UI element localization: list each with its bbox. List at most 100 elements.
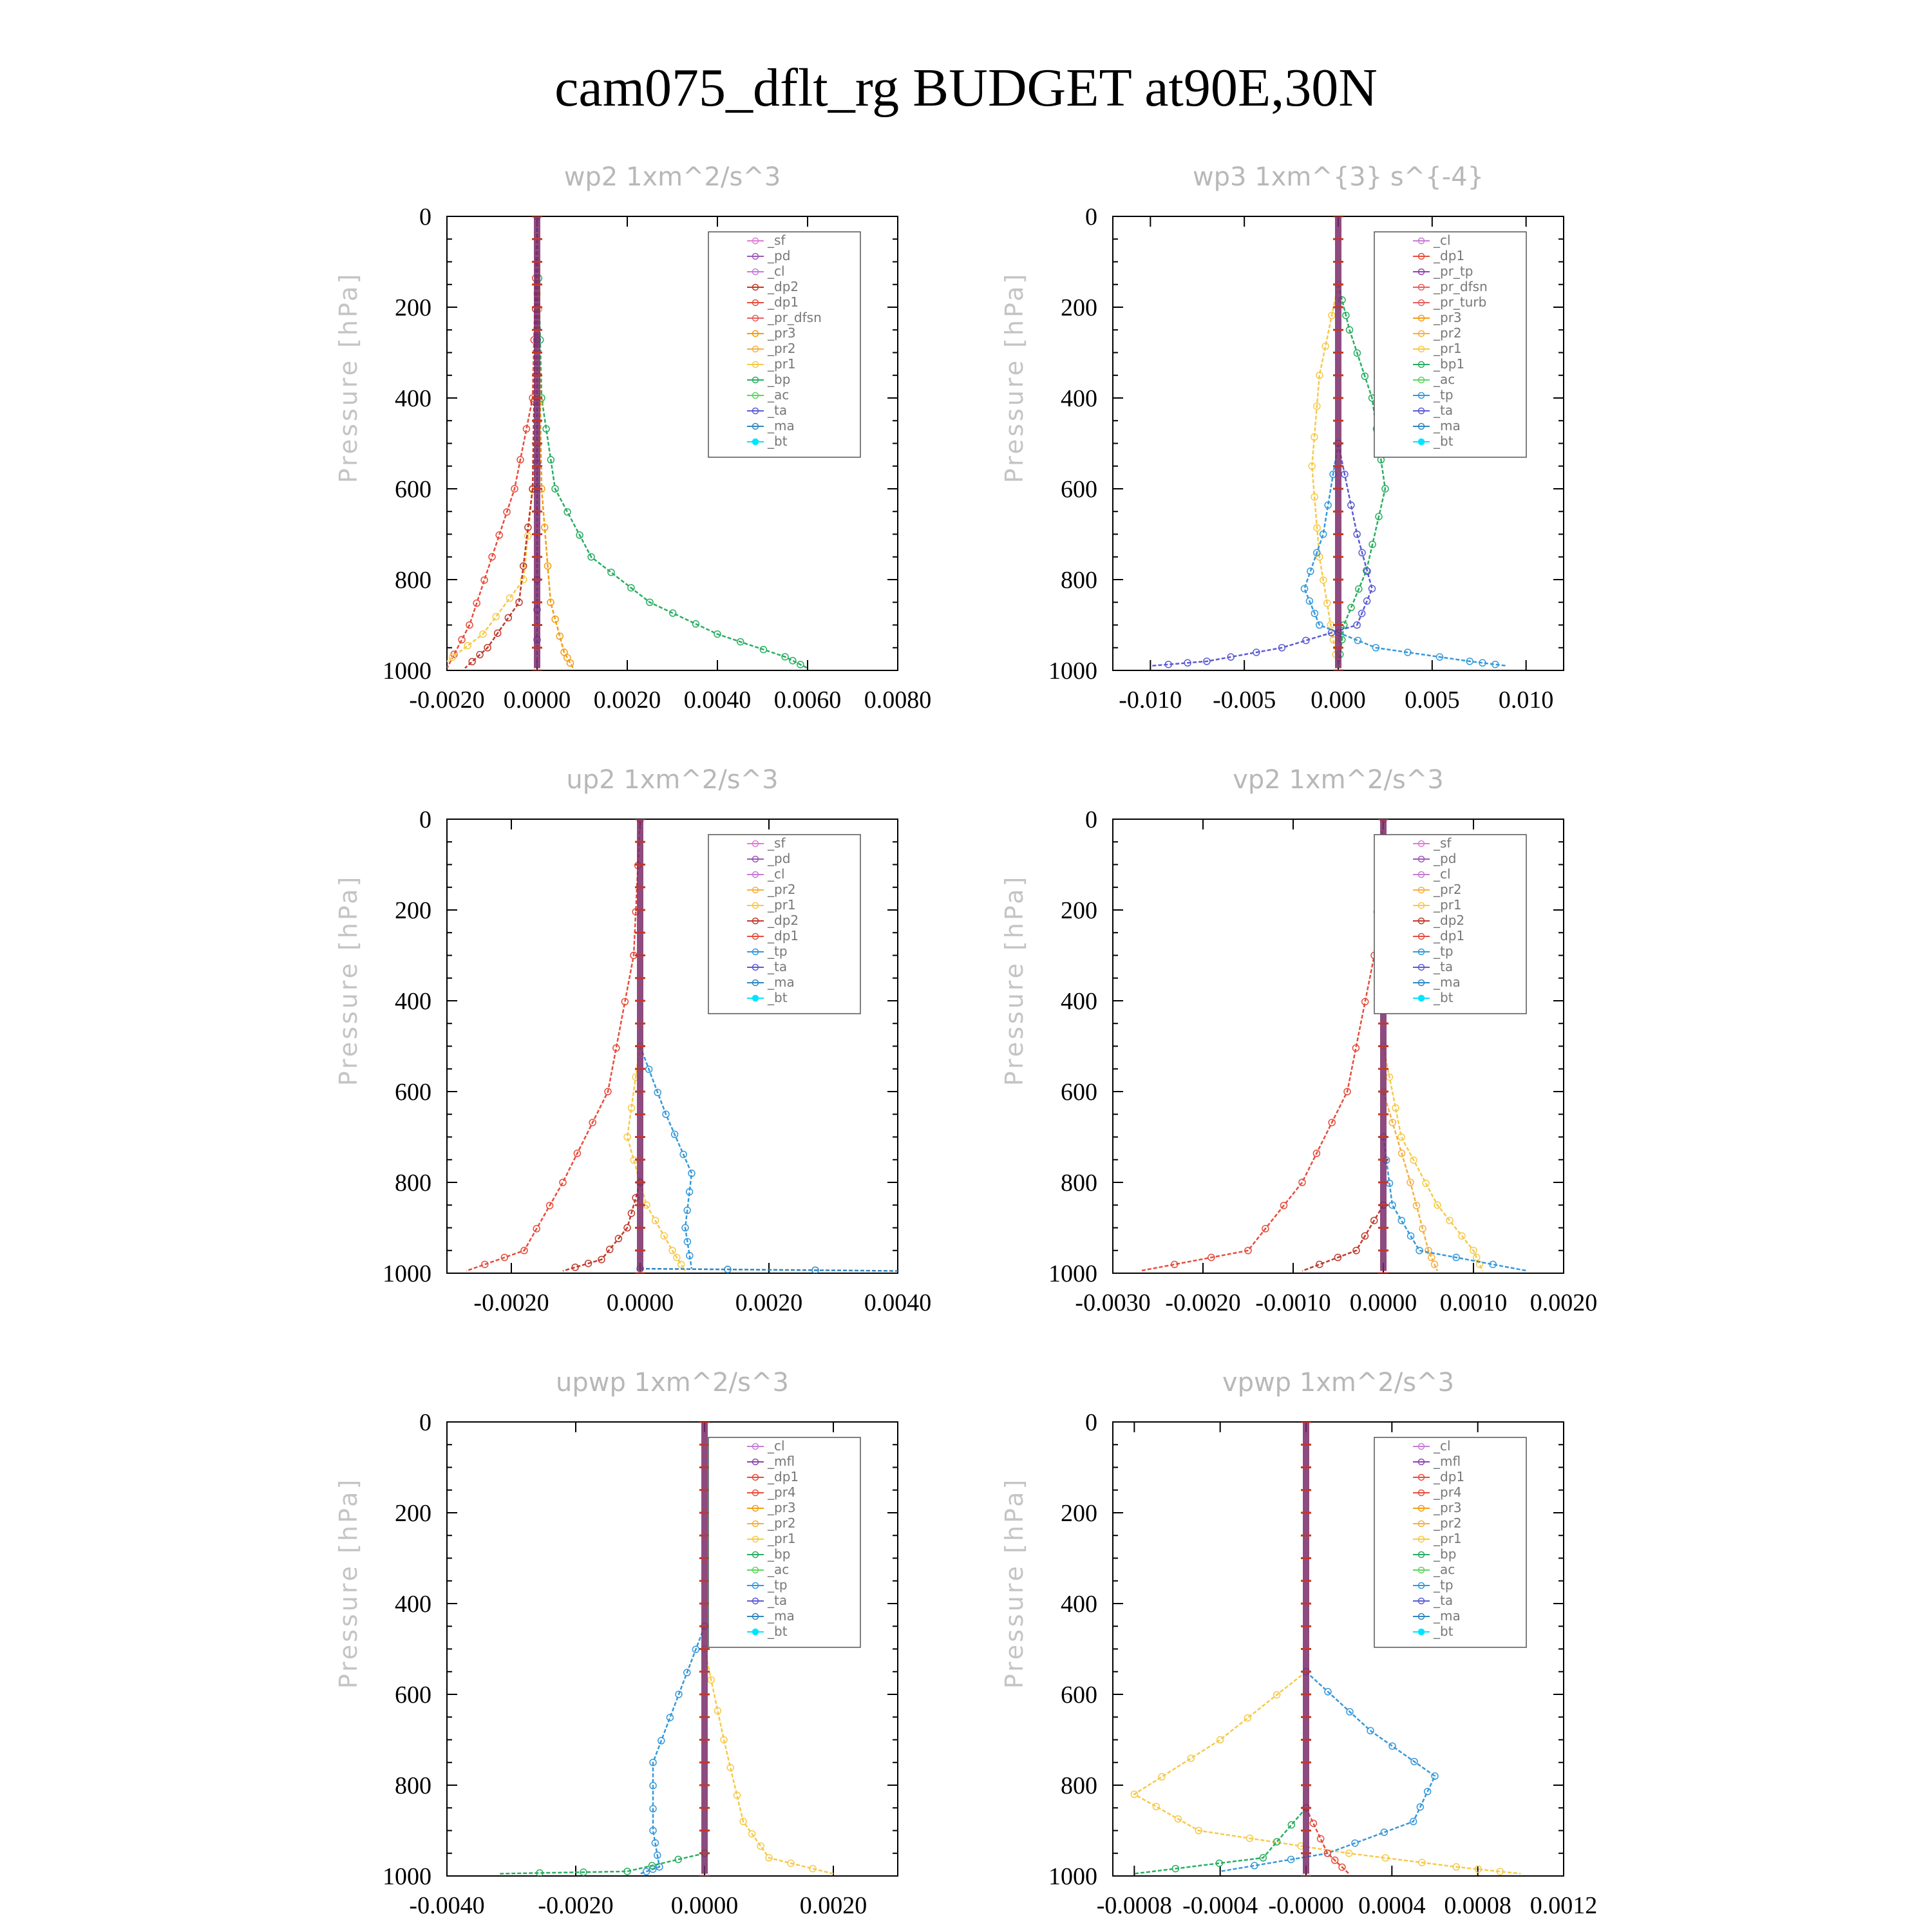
series-marker-bp1 (1361, 372, 1369, 380)
series-marker-dp1 (1352, 1044, 1360, 1052)
legend-marker (1417, 963, 1425, 971)
series-marker-tp (1324, 501, 1332, 509)
series-marker-dp1 (621, 998, 629, 1006)
series-marker-bp1 (1355, 585, 1363, 593)
series-marker-dp1 (1298, 1179, 1306, 1186)
legend-entry: _bt (767, 433, 788, 449)
legend-marker (752, 902, 759, 909)
series-marker-pr1 (1418, 1859, 1426, 1866)
legend-box (708, 1437, 861, 1648)
series-marker-dp1 (480, 576, 488, 584)
legend-entry: _tp (1433, 387, 1454, 402)
series-marker-tp (1313, 549, 1321, 557)
y-tick-label: 800 (1061, 1170, 1097, 1197)
legend-entry: _ta (767, 959, 787, 974)
series-marker-tp (666, 1714, 674, 1721)
legend-entry: _cl (767, 263, 785, 279)
x-tick-label: 0.0040 (684, 687, 752, 714)
legend-marker (1417, 871, 1425, 878)
series-line-pr3 (536, 216, 574, 669)
series-marker-dp1 (589, 1119, 596, 1126)
series-marker-dp2 (1352, 1247, 1360, 1255)
y-tick-label: 600 (1061, 1079, 1097, 1106)
legend-entry: _pr2 (1433, 1515, 1462, 1531)
legend-marker (1417, 1551, 1425, 1558)
x-tick-label: 0.0008 (1444, 1892, 1511, 1919)
series-marker-bp (551, 485, 559, 493)
legend-marker (752, 1489, 759, 1497)
legend-marker (1417, 948, 1425, 956)
series-marker-pr1 (1245, 1834, 1254, 1842)
series-marker-pr1 (1321, 342, 1329, 350)
x-tick-label: 0.0004 (1358, 1892, 1426, 1919)
x-tick-label: -0.0010 (1255, 1289, 1331, 1316)
series-marker-tp (686, 1251, 694, 1260)
series-line-pr1 (703, 1649, 834, 1875)
series-marker-pr1 (720, 1736, 728, 1744)
x-tick-label: 0.0040 (864, 1289, 932, 1316)
y-tick-label: 200 (1061, 897, 1097, 924)
y-tick-label: 1000 (1048, 1863, 1097, 1890)
x-tick-label: 0.0000 (1350, 1289, 1417, 1316)
legend-entry: _pr3 (767, 1500, 796, 1515)
series-marker-bp (781, 653, 789, 661)
series-marker-bp (1273, 1838, 1281, 1846)
y-tick-label: 0 (419, 806, 431, 833)
legend-entry: _ac (767, 1562, 789, 1577)
legend-marker (752, 268, 759, 276)
legend-entry: _mfl (1433, 1454, 1461, 1469)
legend: _sf_pd_cl_pr2_pr1_dp2_dp1_tp_ta_ma_bt (1374, 834, 1527, 1014)
legend-marker (752, 979, 759, 987)
legend-entry: _tp (767, 1577, 788, 1593)
y-tick-label: 600 (395, 1681, 431, 1709)
series-line-bp1 (1337, 284, 1387, 668)
legend: _sf_pd_cl_pr2_pr1_dp2_dp1_tp_ta_ma_bt (708, 834, 861, 1014)
y-axis-label: Pressure [hPa] (1000, 875, 1028, 1086)
series-marker-bp1 (1347, 603, 1355, 612)
series-marker-tp (675, 1690, 683, 1698)
y-tick-label: 200 (395, 294, 431, 321)
series-marker-bp (580, 1868, 587, 1876)
series-marker-tp (1416, 1803, 1425, 1811)
series-marker-dp1 (1343, 1088, 1351, 1095)
series-marker-ta (1353, 530, 1361, 538)
series-marker-pr1 (739, 1817, 747, 1826)
series-marker-bp (623, 1868, 631, 1875)
series-marker-dp1 (488, 553, 496, 561)
series-marker-pr3 (551, 615, 559, 623)
series-marker-pr2 (1412, 1202, 1421, 1209)
legend-marker (752, 314, 759, 322)
series-marker-bp (627, 583, 635, 592)
legend-entry: _dp1 (1433, 1469, 1464, 1484)
legend-entry: _ma (767, 1608, 795, 1624)
series-marker-tp (1351, 1839, 1359, 1847)
legend-marker (1417, 1473, 1425, 1481)
series-marker-pr1 (623, 1133, 631, 1141)
series-marker-tp (688, 1170, 696, 1177)
legend-marker (1417, 902, 1425, 909)
legend-entry: _ma (767, 418, 795, 433)
legend-marker (752, 871, 759, 878)
series-marker-ta (1278, 644, 1286, 652)
x-tick-label: -0.0030 (1075, 1289, 1150, 1316)
legend-marker (752, 392, 759, 399)
series-marker-tp (1435, 653, 1444, 661)
y-tick-label: 0 (419, 204, 431, 231)
series-marker-bp (736, 638, 744, 646)
series-marker-bp1 (1353, 349, 1361, 357)
legend-entry: _ac (1433, 1562, 1455, 1577)
series-marker-bp (648, 1862, 656, 1870)
series-marker-dp2 (584, 1260, 592, 1267)
series-marker-pr1 (1320, 576, 1327, 584)
series-marker-tp (1479, 659, 1486, 667)
panel-title: wp3 1xm^{3} s^{-4} (1193, 162, 1484, 192)
legend-entry: _pr1 (767, 1531, 796, 1546)
series-marker-pr1 (787, 1859, 795, 1867)
y-tick-label: 200 (395, 1500, 431, 1527)
series-marker-bp (1259, 1854, 1267, 1862)
y-tick-label: 400 (1061, 385, 1097, 412)
series-marker-tp (1409, 1817, 1417, 1826)
legend-marker (752, 237, 759, 245)
series-marker-tp (1423, 1788, 1432, 1795)
series-marker-tp (692, 1645, 700, 1653)
